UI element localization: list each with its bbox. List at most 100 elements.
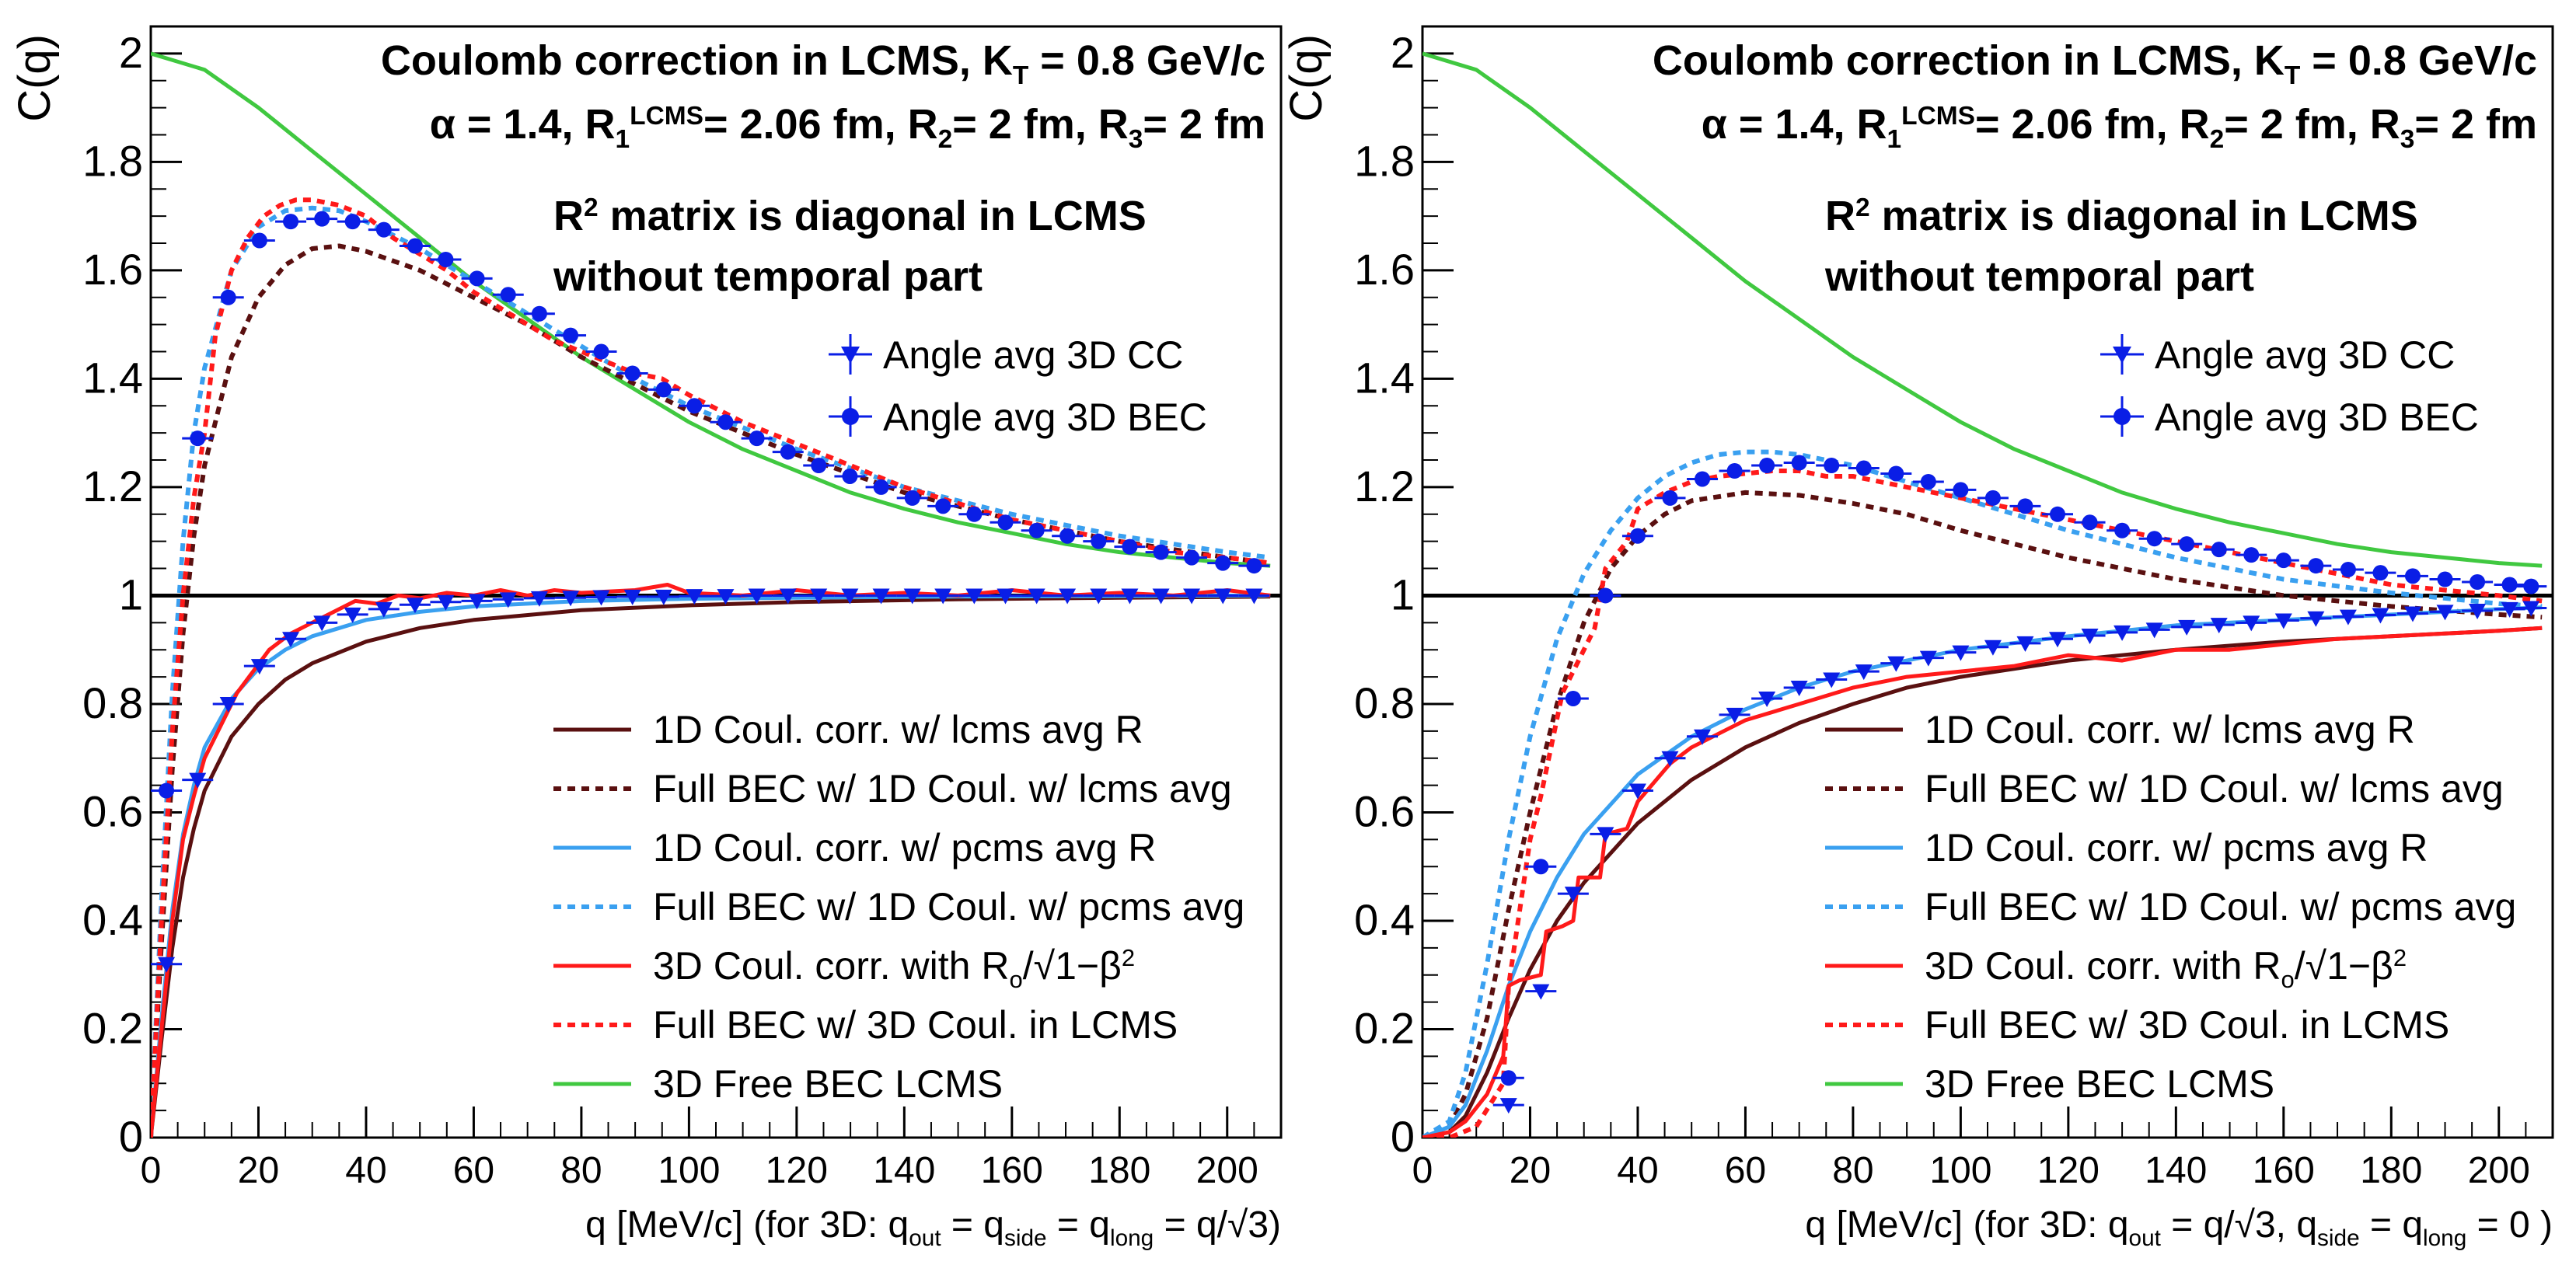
title-line-2: α = 1.4, R1LCMS= 2.06 fm, R2= 2 fm, R3= …	[1702, 101, 2537, 154]
legend-label-part: 3D Coul. corr. with R	[1925, 944, 2281, 988]
y-tick-label: 1.6	[1354, 245, 1415, 294]
legend-label-part: Full BEC w/ 1D Coul. w/ lcms avg	[653, 767, 1232, 810]
bec-point	[1500, 1070, 1517, 1086]
cc-point	[779, 588, 797, 605]
cc-point	[1661, 751, 1679, 767]
bec-point	[1662, 490, 1678, 506]
x-axis-label-part: long	[1110, 1225, 1154, 1251]
legend-label-part: 2	[1122, 944, 1135, 971]
cc-point	[1726, 707, 1744, 723]
title-line-2-part: α = 1.4, R	[430, 101, 616, 148]
note-line-2: without temporal part	[553, 253, 983, 300]
marker-legend-label: Angle avg 3D BEC	[883, 396, 1207, 439]
bec-point	[1855, 460, 1872, 476]
x-tick-label: 80	[560, 1150, 602, 1191]
bec-point	[2404, 568, 2421, 584]
cc-point	[189, 772, 207, 789]
title-line-2-part: = 2.06 fm, R	[1975, 101, 2210, 148]
legend-label-part: o	[2281, 966, 2294, 993]
y-tick-label: 0	[119, 1112, 143, 1161]
cc-point	[562, 591, 580, 607]
note-line-1-part: matrix is diagonal in LCMS	[599, 193, 1147, 239]
title-line-2-part: = 2.06 fm, R	[703, 101, 938, 148]
x-tick-label: 160	[981, 1150, 1043, 1191]
bec-point	[469, 270, 485, 287]
y-axis-label: C(q)	[9, 34, 60, 122]
title-line-2-part: LCMS	[630, 102, 703, 131]
cc-point	[1758, 691, 1776, 707]
title-line-1-part: Coulomb correction in LCMS, K	[1653, 37, 2285, 84]
cc-point	[1532, 984, 1550, 1000]
legend-label-part: Full BEC w/ 3D Coul. in LCMS	[653, 1003, 1178, 1047]
bec-point	[220, 289, 236, 305]
legend-label-part: 3D Free BEC LCMS	[653, 1062, 1003, 1106]
x-tick-label: 200	[2468, 1150, 2530, 1191]
y-tick-label: 1.8	[1354, 136, 1415, 185]
title-line-2-part: 3	[1129, 125, 1143, 154]
series-line-2	[1422, 490, 2543, 1138]
cc-point	[1059, 588, 1077, 605]
bec-point	[375, 221, 392, 238]
bec-point	[1215, 555, 1231, 571]
bec-point	[2017, 498, 2033, 514]
bec-point	[1759, 458, 1775, 474]
bec-point	[1184, 549, 1200, 566]
y-tick-label: 2	[119, 28, 143, 77]
bec-point	[811, 458, 827, 474]
cc-point	[2114, 625, 2131, 641]
cc-point	[1628, 783, 1646, 800]
bec-point	[997, 514, 1014, 531]
cc-point	[1028, 588, 1045, 605]
cc-point	[717, 589, 735, 605]
cc-point	[2243, 615, 2260, 632]
note-line-1-part: R	[1825, 193, 1855, 239]
title-line-2-part: = 2 fm	[1143, 101, 1265, 148]
y-tick-label: 0.6	[1354, 786, 1415, 835]
cc-point	[344, 607, 361, 623]
x-axis-label-part: = q/√3)	[1154, 1204, 1281, 1246]
cc-point	[158, 957, 176, 973]
title-line-1: Coulomb correction in LCMS, KT = 0.8 GeV…	[381, 37, 1265, 90]
y-tick-label: 0.4	[82, 895, 143, 944]
y-tick-label: 0.8	[1354, 678, 1415, 727]
cc-point	[2501, 601, 2518, 618]
x-axis-label-part: side	[2317, 1225, 2360, 1251]
cc-point	[2522, 601, 2540, 617]
cc-point	[2307, 611, 2325, 627]
y-tick-label: 0.4	[1354, 895, 1415, 944]
y-tick-label: 0.8	[82, 678, 143, 727]
legend-label-part: o	[1009, 966, 1022, 993]
legend-label: Full BEC w/ 3D Coul. in LCMS	[653, 1003, 1178, 1047]
cc-point	[1121, 588, 1139, 605]
cc-point	[1245, 588, 1263, 605]
cc-point	[1152, 588, 1170, 605]
title-line-2-part: = 2 fm, R	[952, 101, 1129, 148]
cc-point	[2436, 605, 2454, 621]
legend-label: Full BEC w/ 1D Coul. w/ lcms avg	[653, 767, 1232, 810]
legend-label: 1D Coul. corr. w/ lcms avg R	[1925, 708, 2415, 751]
series-line-6	[151, 197, 1271, 1138]
title-line-1: Coulomb correction in LCMS, KT = 0.8 GeV…	[1653, 37, 2537, 90]
cc-point	[903, 588, 921, 605]
x-axis-label-part: long	[2423, 1225, 2466, 1251]
title-line-1-part: = 0.8 GeV/c	[1028, 37, 1265, 84]
marker-legend-label: Angle avg 3D BEC	[2155, 396, 2479, 439]
cc-point	[530, 591, 548, 607]
bec-point	[1059, 528, 1076, 544]
note-line-1-part: 2	[1855, 193, 1870, 222]
cc-point	[2016, 636, 2034, 652]
cc-point	[997, 588, 1014, 605]
cc-point	[437, 594, 455, 611]
legend-label-part: Full BEC w/ 1D Coul. w/ lcms avg	[1925, 767, 2504, 810]
bec-point	[842, 468, 858, 484]
x-tick-label: 0	[141, 1150, 162, 1191]
bec-point	[1920, 473, 1936, 490]
cc-point	[934, 588, 952, 605]
legend-label-part: 1D Coul. corr. w/ lcms avg R	[1925, 708, 2415, 751]
legend-label-part: /√1−β	[2295, 944, 2393, 988]
x-tick-label: 180	[2360, 1150, 2422, 1191]
cc-point	[2145, 622, 2163, 639]
cc-point	[1887, 656, 1905, 672]
